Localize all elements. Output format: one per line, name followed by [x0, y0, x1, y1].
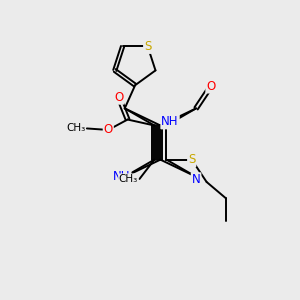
- Text: O: O: [103, 123, 113, 136]
- Text: O: O: [206, 80, 216, 93]
- Text: O: O: [114, 91, 123, 104]
- Text: NH: NH: [113, 170, 130, 183]
- Text: CH₃: CH₃: [119, 174, 138, 184]
- Text: NH: NH: [161, 116, 179, 128]
- Text: S: S: [144, 40, 152, 53]
- Text: N: N: [192, 173, 200, 186]
- Text: CH₃: CH₃: [66, 124, 86, 134]
- Text: S: S: [188, 153, 195, 166]
